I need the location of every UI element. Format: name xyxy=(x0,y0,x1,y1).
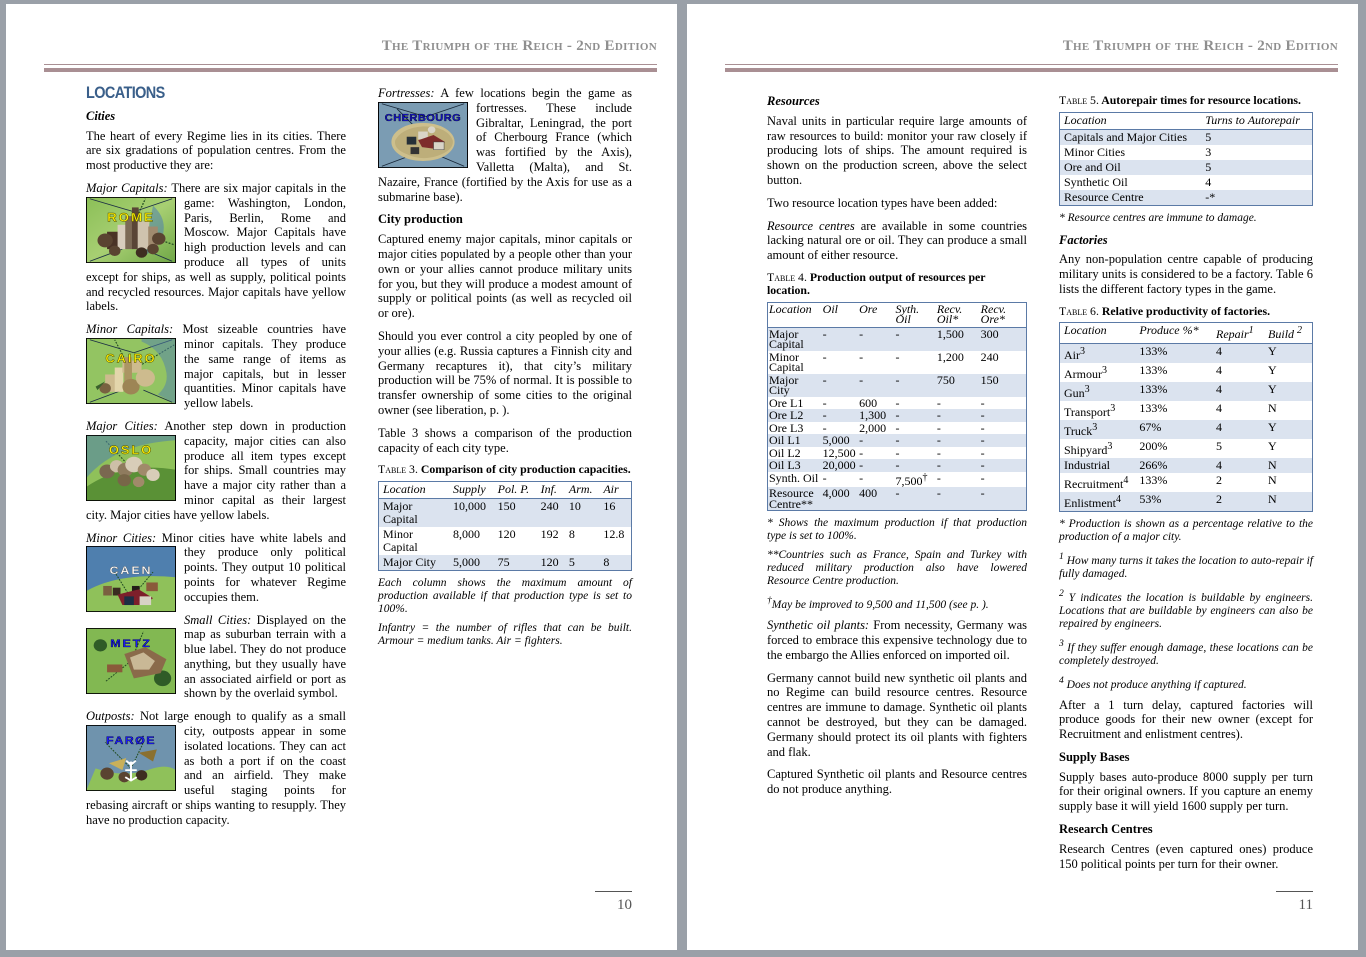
svg-text:CHERBOURG: CHERBOURG xyxy=(385,112,461,123)
svg-text:CAEN: CAEN xyxy=(110,564,153,577)
svg-text:METZ: METZ xyxy=(110,637,152,650)
svg-text:OSLO: OSLO xyxy=(109,443,153,456)
svg-text:ROME: ROME xyxy=(107,210,155,224)
svg-text:CAIRO: CAIRO xyxy=(105,352,156,365)
svg-text:FARØE: FARØE xyxy=(106,734,156,747)
